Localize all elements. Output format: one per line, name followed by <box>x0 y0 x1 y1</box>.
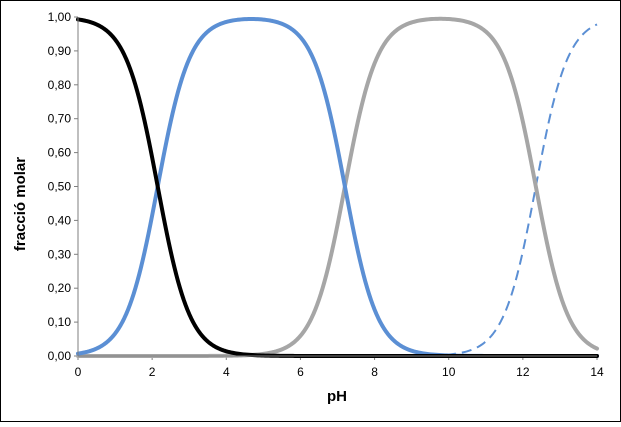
x-axis-title: pH <box>327 388 347 405</box>
y-tick-label: 0,30 <box>48 247 72 261</box>
y-tick-label: 0,00 <box>48 349 72 363</box>
y-tick-label: 0,40 <box>48 213 72 227</box>
x-tick-label: 6 <box>297 365 304 379</box>
y-tick-label: 1,00 <box>48 10 72 24</box>
x-tick-label: 10 <box>442 365 456 379</box>
y-tick-label: 0,70 <box>48 112 72 126</box>
y-tick-label: 0,20 <box>48 281 72 295</box>
x-tick-label: 4 <box>223 365 230 379</box>
x-tick-label: 12 <box>516 365 530 379</box>
y-tick-label: 0,50 <box>48 180 72 194</box>
y-axis-title: fracció molar <box>12 157 29 251</box>
axes-layer <box>77 17 597 357</box>
x-tick-label: 14 <box>590 365 604 379</box>
y-tick-label: 0,80 <box>48 78 72 92</box>
x-tick-label: 8 <box>371 365 378 379</box>
y-tick-label: 0,60 <box>48 146 72 160</box>
x-tick-label: 2 <box>149 365 156 379</box>
y-tick-label: 0,90 <box>48 44 72 58</box>
x-tick-label: 0 <box>75 365 82 379</box>
y-tick-label: 0,10 <box>48 315 72 329</box>
y-axis-ticks: 0,00 0,10 0,20 0,30 0,40 0,50 0,60 0,70 0,80 0,90… <box>48 10 78 363</box>
